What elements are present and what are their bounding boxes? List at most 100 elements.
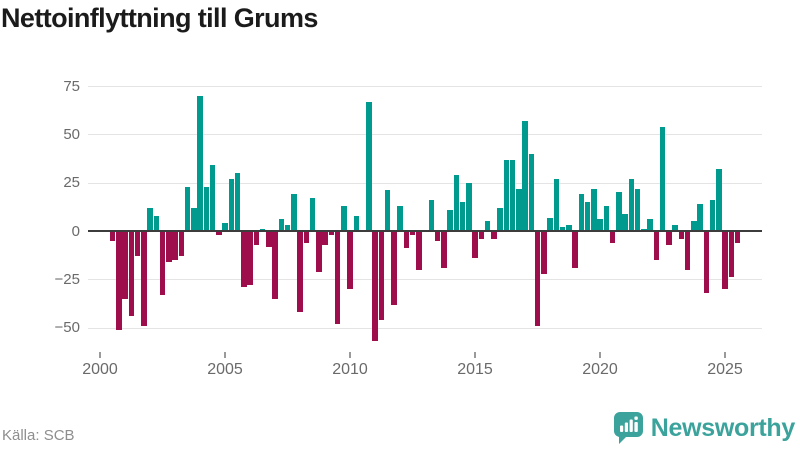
- bar: [178, 231, 184, 257]
- bar: [666, 231, 672, 245]
- bar: [134, 231, 141, 257]
- y-axis-label: 0: [71, 222, 80, 240]
- x-axis-tick: [599, 352, 601, 358]
- bar: [228, 178, 234, 231]
- gridline: [88, 134, 762, 136]
- newsworthy-logo[interactable]: Newsworthy: [613, 412, 796, 444]
- gridline: [88, 327, 762, 329]
- x-axis-label: 2025: [707, 361, 743, 378]
- source-attribution: Källa: SCB: [2, 427, 75, 444]
- bar: [153, 215, 159, 231]
- bar: [384, 190, 391, 231]
- bar: [428, 200, 434, 231]
- bar: [441, 231, 447, 268]
- bar: [553, 178, 559, 231]
- bar: [716, 169, 722, 231]
- bar: [434, 231, 441, 241]
- bar: [128, 231, 134, 317]
- bar: [297, 231, 303, 313]
- bar: [353, 215, 359, 231]
- bar: [497, 207, 503, 231]
- bar: [734, 231, 741, 243]
- x-axis-label: 2015: [457, 361, 493, 378]
- bar: [722, 231, 728, 289]
- x-axis-tick: [349, 352, 351, 358]
- bar: [678, 231, 684, 239]
- bar: [416, 231, 422, 270]
- gridline: [88, 279, 762, 281]
- bar: [278, 219, 284, 231]
- x-axis-label: 2010: [332, 361, 368, 378]
- bar: [316, 231, 322, 272]
- bar: [241, 231, 247, 288]
- bar: [197, 95, 203, 231]
- y-axis-label: 25: [63, 174, 80, 192]
- bar: [341, 205, 347, 231]
- bar: [347, 231, 353, 289]
- bar: [534, 231, 541, 326]
- bar: [703, 231, 709, 293]
- bar: [516, 188, 522, 231]
- bar: [628, 178, 634, 231]
- bar: [453, 174, 459, 231]
- bar: [484, 221, 491, 231]
- gridline: [88, 86, 762, 87]
- bar: [378, 231, 384, 320]
- bar: [659, 126, 666, 231]
- bar: [541, 231, 547, 274]
- bar: [459, 202, 466, 231]
- bar: [309, 198, 316, 231]
- bar: [447, 209, 453, 231]
- bar: [234, 173, 241, 231]
- bar: [203, 186, 209, 231]
- zero-axis-line: [88, 230, 762, 232]
- bar: [147, 207, 153, 231]
- bar: [466, 182, 472, 231]
- bar: [334, 231, 341, 324]
- x-axis-label: 2020: [582, 361, 618, 378]
- bar: [491, 231, 497, 239]
- bar: [172, 231, 178, 260]
- bar: [109, 231, 116, 241]
- bar: [709, 200, 716, 231]
- bar: [478, 231, 484, 239]
- bar: [409, 231, 416, 235]
- bar: [647, 219, 653, 231]
- bar: [653, 231, 659, 260]
- x-axis-tick: [474, 352, 476, 358]
- bar: [559, 227, 566, 231]
- bar: [397, 205, 403, 231]
- bar: [116, 231, 122, 330]
- bar: [272, 231, 278, 299]
- bar: [509, 159, 516, 231]
- bar: [528, 153, 534, 231]
- x-axis-label: 2000: [82, 361, 118, 378]
- x-axis-label: 2005: [207, 361, 243, 378]
- gridline: [88, 182, 762, 184]
- bar: [578, 194, 584, 231]
- bar: [672, 225, 678, 231]
- bar: [141, 231, 147, 326]
- bar: [322, 231, 328, 245]
- bar: [328, 231, 334, 235]
- x-axis-tick: [724, 352, 726, 358]
- bar: [216, 231, 222, 235]
- x-axis-tick: [224, 352, 226, 358]
- chart-title: Nettoinflyttning till Grums: [1, 3, 318, 33]
- y-axis-label: −50: [54, 319, 80, 337]
- bar: [247, 231, 253, 286]
- bar: [616, 192, 622, 231]
- bar: [209, 165, 216, 231]
- bar: [728, 231, 734, 278]
- bar: [284, 225, 291, 231]
- bar: [684, 231, 691, 270]
- bar: [697, 203, 703, 231]
- bar: [403, 231, 409, 249]
- bar: [572, 231, 578, 268]
- bar: [159, 231, 166, 295]
- y-axis-label: 50: [63, 125, 80, 143]
- bar: [609, 231, 616, 243]
- bar: [291, 194, 297, 231]
- newsworthy-wordmark: Newsworthy: [650, 413, 796, 442]
